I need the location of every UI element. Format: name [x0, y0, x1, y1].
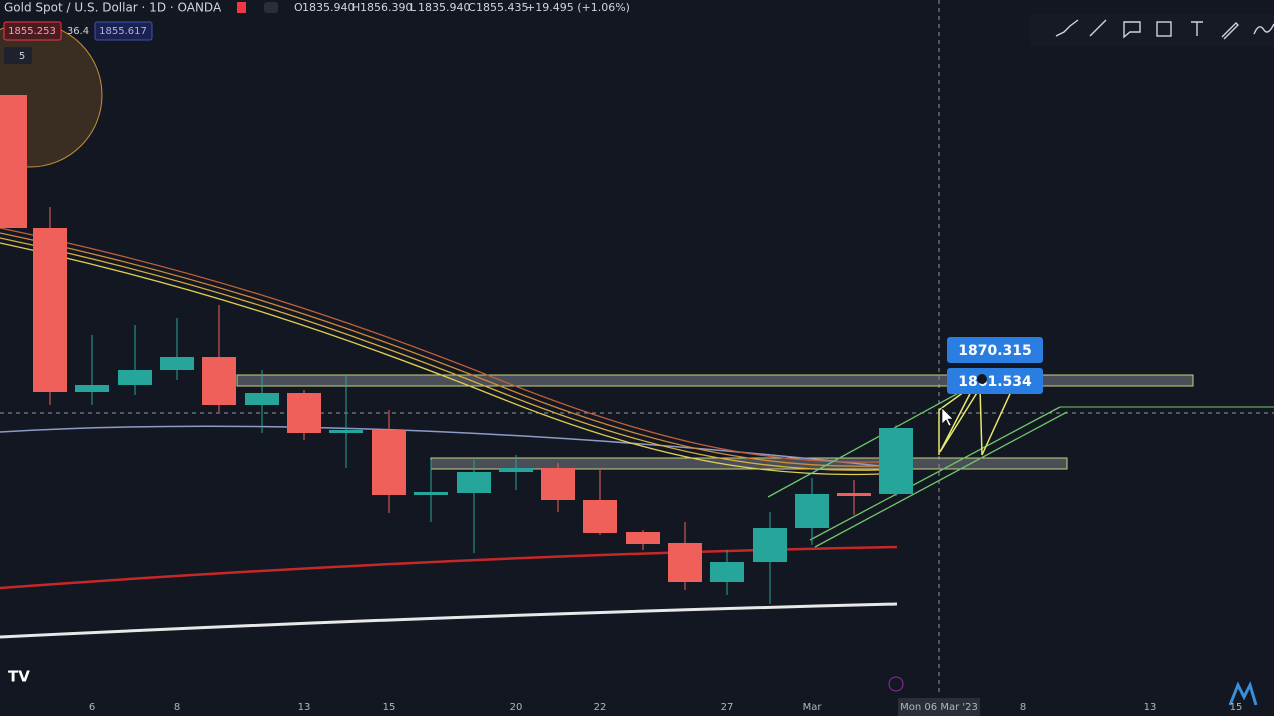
ohlc-change: +19.495 (+1.06%) — [526, 1, 630, 14]
candle — [710, 562, 744, 582]
candle — [414, 492, 448, 495]
ohlc-key: L — [410, 1, 417, 14]
candle — [499, 468, 533, 472]
badge-text: 1855.253 — [8, 26, 56, 37]
event-icon[interactable] — [888, 676, 904, 692]
crosshair-date-bg — [898, 698, 980, 716]
candle — [457, 472, 491, 493]
candle — [329, 430, 363, 433]
x-axis-label: Mar — [803, 702, 823, 713]
candle — [795, 494, 829, 528]
ohlc-key: O — [294, 1, 303, 14]
symbol: Gold Spot / U.S. Dollar · 1D · OANDA — [4, 1, 222, 15]
candle — [879, 428, 913, 494]
ema — [0, 227, 881, 463]
ohlc-key: H — [352, 1, 360, 14]
candle — [372, 430, 406, 495]
tool-rect[interactable] — [1156, 21, 1172, 37]
collapse-btn[interactable] — [264, 2, 278, 13]
projection — [938, 371, 1021, 456]
ma-blue — [0, 425, 881, 467]
x-axis-label: 6 — [89, 702, 95, 713]
channel — [809, 406, 1061, 541]
tool-text[interactable] — [1191, 21, 1203, 36]
x-axis-label: 8 — [174, 702, 180, 713]
x-axis-label: 13 — [298, 702, 311, 713]
candle — [202, 357, 236, 405]
candle — [287, 393, 321, 433]
flag — [237, 2, 246, 13]
ohlc-key: C — [468, 1, 476, 14]
candle — [583, 500, 617, 533]
price-label: 1861.534 — [958, 374, 1032, 390]
crosshair-date: Mon 06 Mar '23 — [900, 702, 978, 713]
tool-callout[interactable] — [1123, 21, 1141, 39]
candle — [837, 493, 871, 496]
candle — [626, 532, 660, 544]
candles — [0, 95, 913, 604]
zone — [236, 374, 1194, 387]
tool-ray[interactable] — [1089, 19, 1107, 37]
candle — [541, 468, 575, 500]
x-axis-label: 20 — [510, 702, 523, 713]
ema — [0, 237, 881, 471]
candle — [33, 228, 67, 392]
ema — [0, 232, 881, 467]
tool-brush[interactable] — [1221, 22, 1239, 40]
candle — [160, 357, 194, 370]
tv-logo: TV — [8, 668, 30, 686]
price-label-bg — [947, 337, 1043, 363]
badge-text: 36.4 — [67, 26, 89, 37]
x-axis-label: 15 — [383, 702, 396, 713]
ohlc-value: 1835.940 — [418, 1, 471, 14]
anchor — [977, 374, 987, 384]
x-axis-label: 22 — [594, 702, 607, 713]
price-label-bg — [947, 368, 1043, 394]
x-axis-label: 27 — [721, 702, 734, 713]
badge — [3, 21, 62, 41]
x-axis-label: 13 — [1144, 702, 1157, 713]
candle — [753, 528, 787, 562]
ema — [0, 242, 881, 476]
ma-white — [0, 602, 898, 639]
badge-text: 1855.617 — [99, 26, 147, 37]
channel — [767, 383, 976, 498]
badge — [94, 21, 153, 41]
price-label: 1870.315 — [958, 343, 1032, 359]
candle — [668, 543, 702, 582]
candle — [245, 393, 279, 405]
candle — [118, 370, 152, 385]
candle — [75, 385, 109, 392]
x-axis-label: 8 — [1020, 702, 1026, 713]
indicator-count: 5 — [19, 51, 25, 62]
ohlc-value: 1856.390 — [360, 1, 413, 14]
tool-path[interactable] — [1253, 23, 1274, 35]
x-axis-label: 15 — [1230, 702, 1243, 713]
indicator-toggle[interactable] — [4, 47, 32, 64]
ohlc-value: 1855.435 — [476, 1, 529, 14]
tool-trend[interactable] — [1055, 19, 1079, 37]
ohlc-value: 1835.940 — [302, 1, 355, 14]
watermark — [1228, 680, 1258, 706]
candle — [0, 95, 27, 228]
cursor — [941, 407, 954, 427]
channel — [814, 411, 1068, 548]
